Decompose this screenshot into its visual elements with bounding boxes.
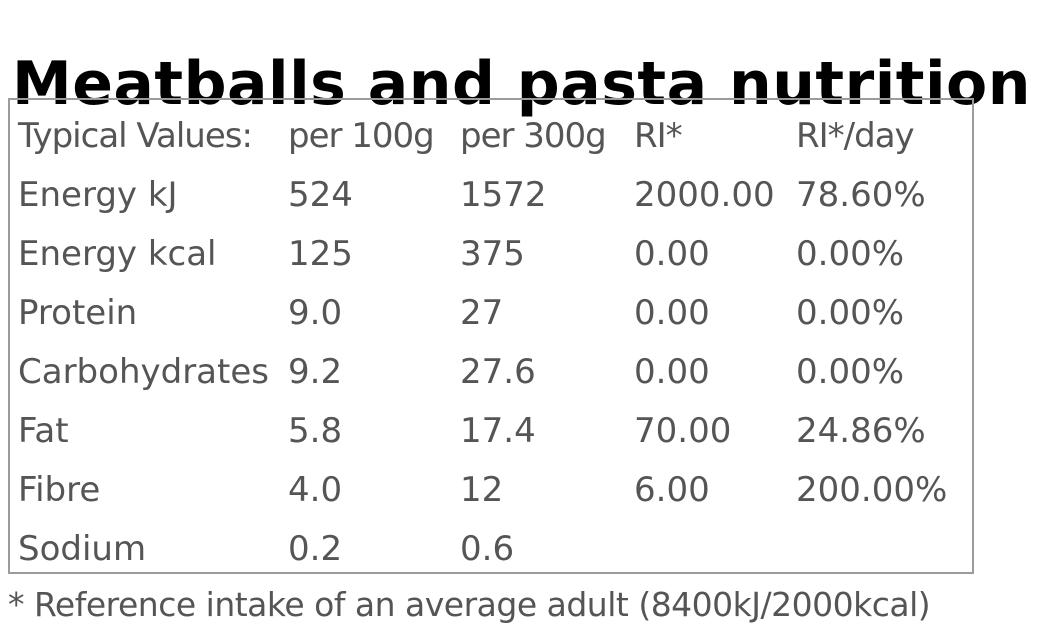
nutrient-name: Carbohydrates (18, 351, 269, 392)
value-ri-per-day: 0.00% (796, 292, 905, 333)
value-per-100g: 9.0 (288, 292, 343, 333)
header-typical-values: Typical Values: (18, 115, 253, 156)
nutrient-name: Fibre (18, 469, 101, 510)
value-ri: 0.00 (634, 292, 710, 333)
value-per-100g: 9.2 (288, 351, 343, 392)
table-row: Sodium 0.2 0.6 (18, 519, 966, 578)
page-title: Meatballs and pasta nutrition (12, 49, 1031, 120)
value-ri-per-day (796, 519, 966, 578)
value-ri-per-day: 78.60% (796, 174, 926, 215)
value-per-300g: 17.4 (460, 410, 536, 451)
nutrient-name: Fat (18, 410, 69, 451)
header-per-300g: per 300g (460, 115, 607, 156)
value-ri-per-day: 24.86% (796, 410, 926, 451)
value-ri-per-day: 0.00% (796, 351, 905, 392)
table-row: Energy kJ 524 1572 2000.00 78.60% (18, 165, 966, 224)
value-ri: 0.00 (634, 351, 710, 392)
value-ri-per-day: 200.00% (796, 469, 948, 510)
reference-intake-footnote: * Reference intake of an average adult (… (8, 585, 931, 624)
header-per-100g: per 100g (288, 115, 435, 156)
table-row: Protein 9.0 27 0.00 0.00% (18, 283, 966, 342)
value-per-100g: 524 (288, 174, 353, 215)
value-per-100g: 125 (288, 233, 353, 274)
nutrition-table: Typical Values: per 100g per 300g RI* RI… (18, 106, 966, 578)
value-ri: 6.00 (634, 469, 710, 510)
nutrient-name: Energy kJ (18, 174, 178, 215)
value-per-100g: 4.0 (288, 469, 343, 510)
value-per-300g: 12 (460, 469, 504, 510)
value-per-100g: 5.8 (288, 410, 343, 451)
value-per-300g: 27 (460, 292, 504, 333)
table-row: Fat 5.8 17.4 70.00 24.86% (18, 401, 966, 460)
nutrition-table-box: Typical Values: per 100g per 300g RI* RI… (8, 98, 974, 574)
value-ri: 0.00 (634, 233, 710, 274)
nutrient-name: Sodium (18, 528, 147, 569)
table-row: Energy kcal 125 375 0.00 0.00% (18, 224, 966, 283)
value-ri-per-day: 0.00% (796, 233, 905, 274)
value-ri (634, 519, 796, 578)
table-row: Fibre 4.0 12 6.00 200.00% (18, 460, 966, 519)
header-ri: RI* (634, 115, 683, 156)
value-per-300g: 375 (460, 233, 525, 274)
nutrient-name: Protein (18, 292, 138, 333)
value-per-300g: 1572 (460, 174, 547, 215)
value-ri: 2000.00 (634, 174, 775, 215)
value-ri: 70.00 (634, 410, 732, 451)
value-per-100g: 0.2 (288, 528, 343, 569)
table-row: Carbohydrates 9.2 27.6 0.00 0.00% (18, 342, 966, 401)
value-per-300g: 0.6 (460, 528, 515, 569)
nutrient-name: Energy kcal (18, 233, 217, 274)
header-ri-per-day: RI*/day (796, 115, 915, 156)
table-header-row: Typical Values: per 100g per 300g RI* RI… (18, 106, 966, 165)
value-per-300g: 27.6 (460, 351, 536, 392)
